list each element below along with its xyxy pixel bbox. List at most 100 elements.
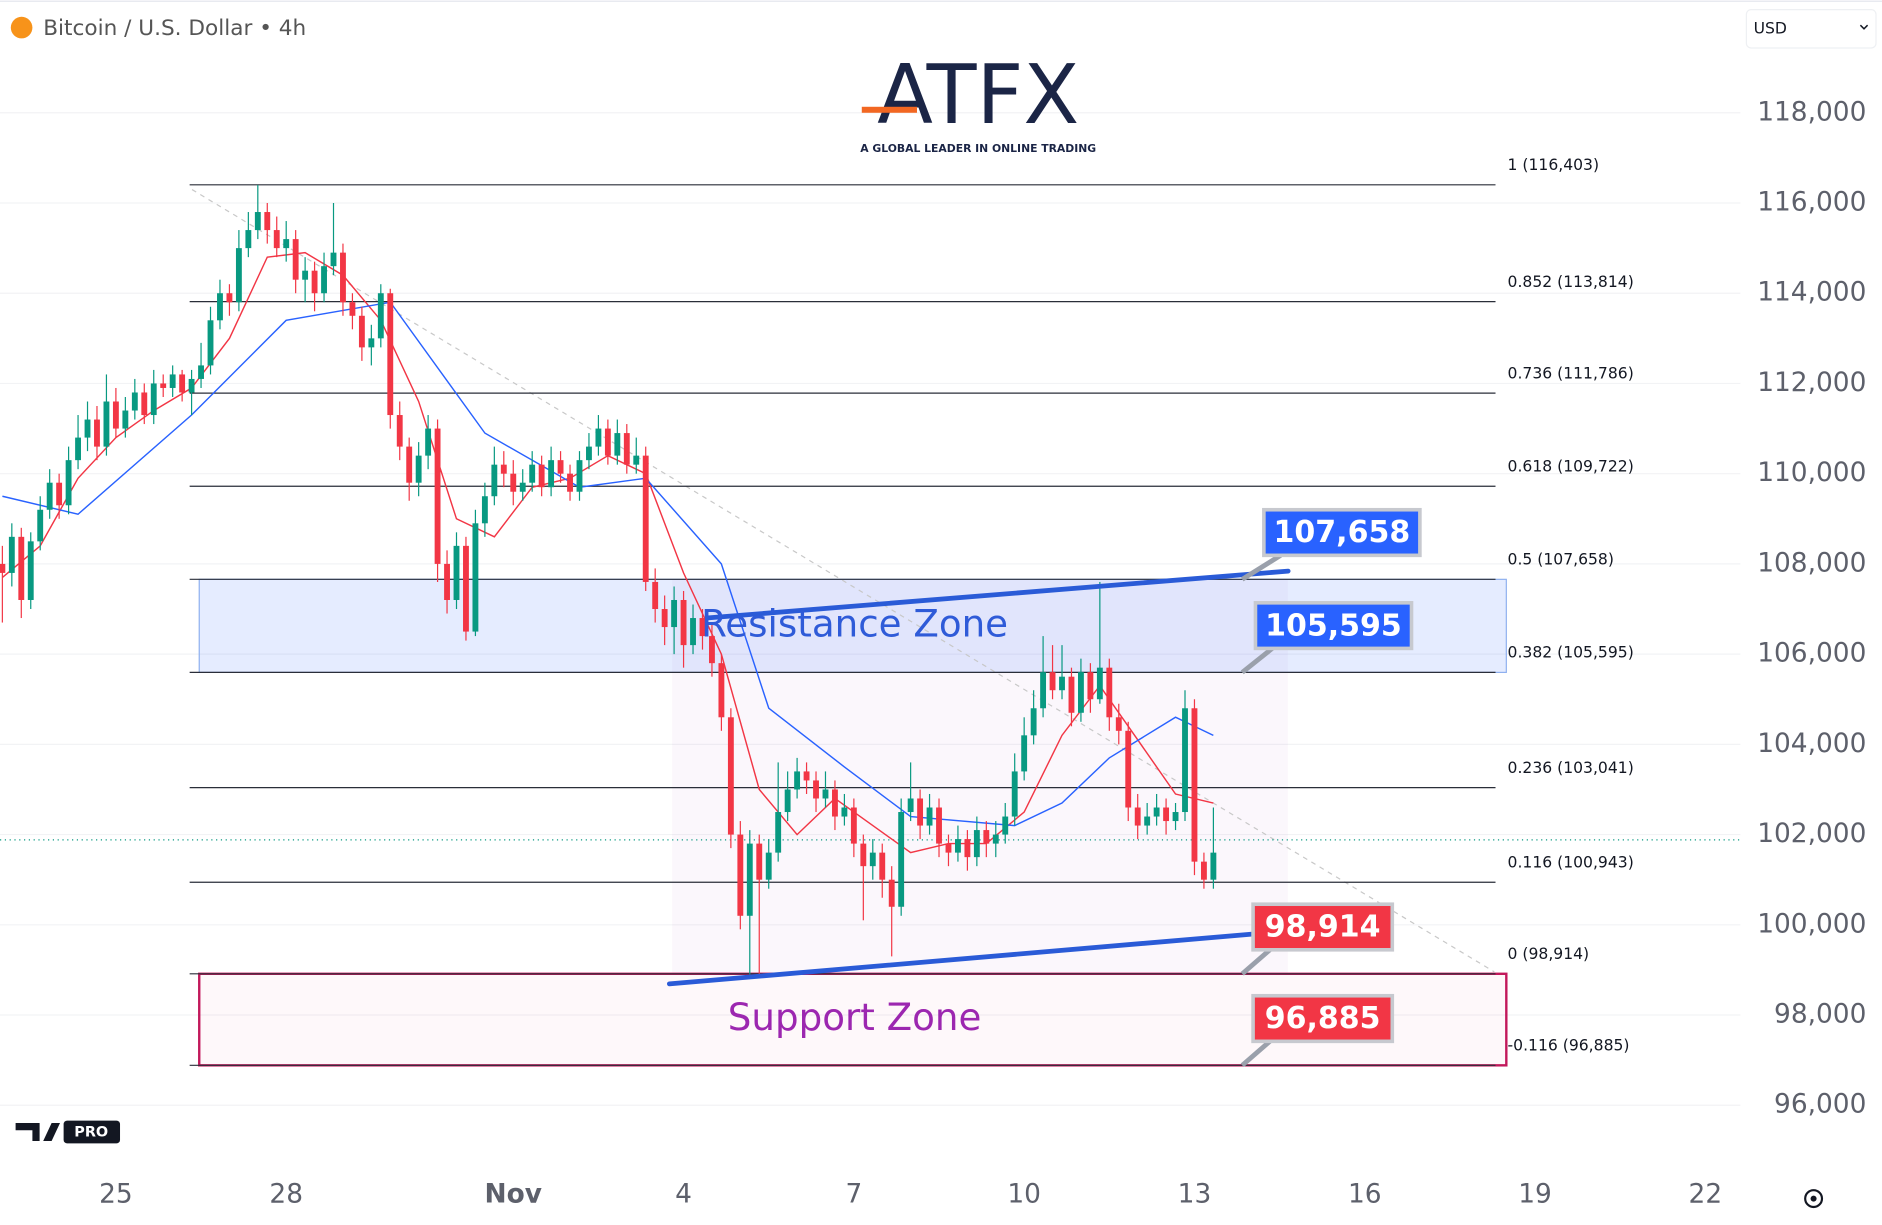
y-tick-label: 104,000	[1757, 728, 1866, 759]
candle-body	[56, 482, 63, 506]
candle-body	[983, 830, 990, 844]
candle-body	[680, 599, 687, 646]
fib-layer: 1 (116,403) 0.852 (113,814) 0.736 (111,786…	[189, 156, 1634, 1066]
candle-body	[538, 464, 545, 488]
candle-body	[756, 843, 763, 880]
candle-body	[264, 212, 271, 231]
candle-body	[746, 843, 753, 916]
callout-box	[1251, 902, 1395, 952]
candle-body	[945, 843, 952, 853]
y-tick-label: 96,000	[1774, 1089, 1866, 1120]
zone-label: Resistance Zone	[701, 601, 1008, 645]
candle-body	[160, 383, 167, 388]
candle-body	[444, 563, 450, 600]
callout-label: 96,885	[1265, 1001, 1381, 1036]
candle-body	[926, 807, 933, 826]
candle-body	[737, 834, 744, 916]
logo-name: ATFX	[877, 48, 1079, 143]
candle-body	[1200, 861, 1207, 880]
candle-body	[519, 482, 526, 492]
candle-body	[415, 455, 422, 483]
dropdown-caret[interactable]	[1859, 24, 1869, 30]
callout-box	[1251, 993, 1395, 1044]
candle-body	[368, 338, 375, 348]
trendline	[666, 928, 1291, 987]
candle-body	[1059, 676, 1065, 691]
candle-body	[75, 437, 81, 461]
candle-body	[37, 509, 44, 542]
candle-body	[1068, 676, 1075, 713]
y-tick-label: 114,000	[1757, 277, 1866, 308]
candle-body	[434, 428, 441, 564]
candle-body	[103, 401, 110, 447]
candle-body	[481, 496, 488, 524]
candle-body	[283, 239, 290, 249]
candle-body	[671, 599, 678, 628]
fib-label: 0.5 (107,658)	[1508, 551, 1614, 569]
candle-body	[217, 293, 223, 321]
candle-body	[179, 374, 186, 393]
candle-body	[1144, 816, 1151, 826]
candle-body	[1134, 807, 1141, 826]
x-tick-label: 16	[1348, 1179, 1382, 1210]
candle-body	[869, 852, 876, 867]
callout-pointer	[1240, 1039, 1272, 1068]
candle-body	[94, 419, 100, 447]
candle-body	[1115, 717, 1122, 731]
candle-body	[122, 410, 129, 429]
candle-body	[491, 464, 498, 497]
fib-label: 0.236 (103,041)	[1508, 759, 1634, 777]
y-tick-label: 100,000	[1757, 908, 1866, 939]
y-tick-label: 112,000	[1757, 367, 1866, 398]
fib-label: 0.852 (113,814)	[1508, 273, 1634, 291]
candle-body	[1087, 672, 1094, 700]
candle-body	[803, 771, 810, 781]
candle-body	[1021, 735, 1028, 772]
candle-body	[131, 392, 138, 411]
background-layer	[0, 112, 1741, 1106]
settings-icon-center[interactable]	[1810, 1195, 1817, 1202]
candle-body	[813, 780, 819, 799]
candle-body	[387, 293, 394, 416]
candle-body	[973, 830, 980, 858]
candle-body	[784, 789, 791, 813]
x-tick-label: 7	[845, 1179, 862, 1210]
zone-label: Support Zone	[728, 995, 982, 1039]
candle-body	[1172, 812, 1179, 822]
candle-body	[112, 401, 119, 429]
candle-body	[235, 248, 242, 303]
currency-label[interactable]: USD	[1754, 19, 1787, 37]
callout-pointer	[1240, 947, 1272, 976]
candle-body	[898, 812, 905, 907]
candle-body	[1153, 807, 1160, 817]
currency-select[interactable]	[1745, 8, 1877, 49]
candle-layer	[0, 184, 1217, 975]
tv-logo	[15, 1123, 61, 1142]
candle-body	[8, 536, 15, 573]
label-layer: Resistance Zone Support Zone 107,658 105,59…	[701, 507, 1422, 1068]
candle-body	[604, 428, 611, 456]
candle-body	[27, 541, 34, 600]
candle-body	[150, 383, 157, 416]
candle-body	[0, 563, 6, 573]
candle-body	[340, 252, 346, 303]
candle-body	[169, 374, 176, 388]
fib-label: 0.382 (105,595)	[1508, 644, 1634, 662]
x-tick-label: 10	[1007, 1179, 1041, 1210]
candle-body	[841, 807, 848, 817]
pro-badge	[63, 1120, 121, 1144]
callout-label: 107,658	[1274, 515, 1411, 550]
candle-body	[633, 455, 640, 465]
candle-body	[377, 293, 384, 339]
fib-label: 0 (98,914)	[1508, 945, 1590, 963]
fib-label: 1 (116,403)	[1508, 156, 1600, 174]
y-tick-label: 118,000	[1757, 96, 1866, 127]
candle-body	[472, 523, 479, 632]
candle-body	[425, 428, 432, 456]
candle-body	[1040, 672, 1047, 709]
candle-body	[65, 460, 72, 506]
candle-body	[1210, 852, 1217, 880]
candle-body	[1077, 672, 1084, 713]
settings-icon[interactable]	[1804, 1189, 1824, 1209]
